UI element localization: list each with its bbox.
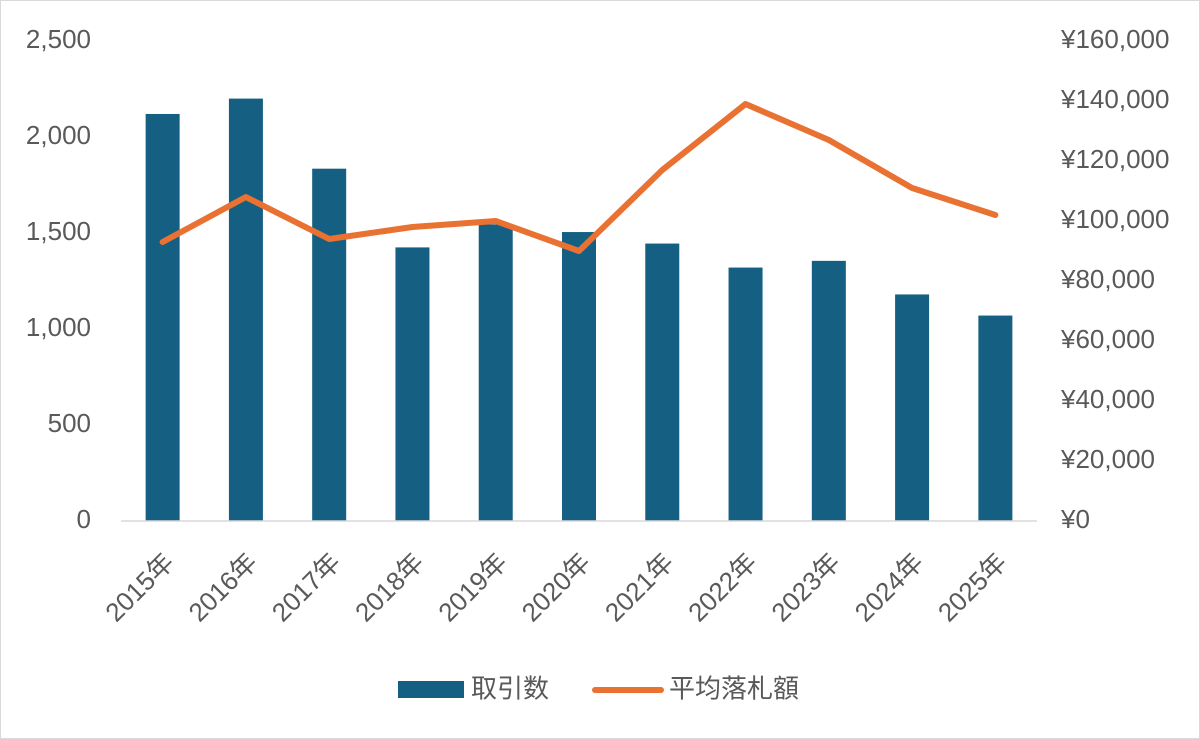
bar <box>562 232 596 522</box>
right-tick-label: ¥100,000 <box>1060 204 1169 234</box>
legend: 取引数 平均落札額 <box>398 675 799 705</box>
x-tick-label: 2017年 <box>266 547 346 627</box>
bar <box>228 98 263 521</box>
x-tick-label: 2023年 <box>765 547 845 627</box>
right-tick-label: ¥80,000 <box>1060 264 1155 294</box>
bar <box>478 224 513 522</box>
bar <box>895 294 930 521</box>
bar <box>978 315 1013 521</box>
right-tick-label: ¥20,000 <box>1060 444 1155 474</box>
legend-label-bar: 取引数 <box>471 675 549 705</box>
left-tick-label: 2,000 <box>26 120 91 150</box>
x-tick-label: 2019年 <box>432 547 512 627</box>
left-axis-ticks: 0 500 1,000 1,500 2,000 2,500 <box>26 24 91 534</box>
right-axis-ticks: ¥0 ¥20,000 ¥40,000 ¥60,000 ¥80,000 ¥100,000 ¥1… <box>1060 24 1169 534</box>
bar <box>728 267 763 521</box>
left-tick-label: 500 <box>48 408 91 438</box>
line-series <box>159 101 999 254</box>
right-tick-label: ¥60,000 <box>1060 324 1155 354</box>
x-tick-label: 2020年 <box>516 547 596 627</box>
x-tick-label: 2018年 <box>349 547 429 627</box>
legend-label-line: 平均落札額 <box>669 675 799 705</box>
right-tick-label: ¥160,000 <box>1060 24 1169 54</box>
legend-swatch-bar <box>398 681 464 698</box>
right-tick-label: ¥120,000 <box>1060 144 1169 174</box>
left-tick-label: 1,000 <box>26 312 91 342</box>
right-tick-label: ¥40,000 <box>1060 384 1155 414</box>
x-axis-labels: 2015年 2016年 2017年 2018年 2019年 2020年 2021年 2022年… <box>99 547 1012 627</box>
left-tick-label: 1,500 <box>26 216 91 246</box>
bar <box>145 113 180 522</box>
bar-series <box>145 98 1013 522</box>
x-tick-label: 2021年 <box>599 547 679 627</box>
x-tick-label: 2024年 <box>849 547 929 627</box>
x-tick-label: 2025年 <box>932 547 1012 627</box>
left-tick-label: 2,500 <box>26 24 91 54</box>
x-tick-label: 2016年 <box>183 547 263 627</box>
series-line <box>159 101 999 254</box>
bar <box>395 247 430 521</box>
x-tick-label: 2015年 <box>99 547 179 627</box>
x-tick-label: 2022年 <box>682 547 762 627</box>
bar <box>312 168 347 521</box>
left-tick-label: 0 <box>77 504 91 534</box>
bar <box>645 243 680 521</box>
bar <box>811 260 846 521</box>
right-tick-label: ¥140,000 <box>1060 84 1169 114</box>
right-tick-label: ¥0 <box>1060 504 1090 534</box>
